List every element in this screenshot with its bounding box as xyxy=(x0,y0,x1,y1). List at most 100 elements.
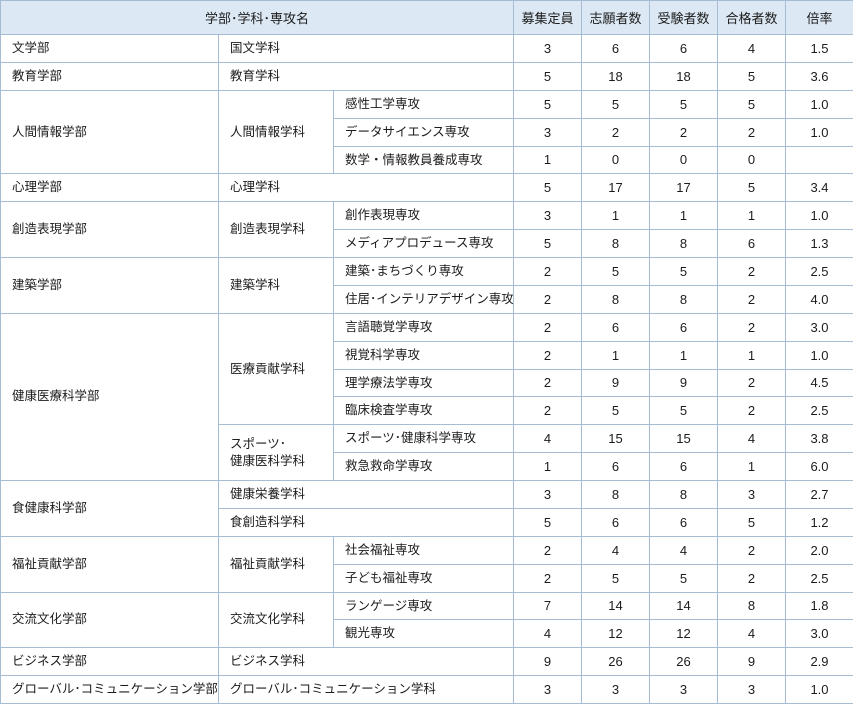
table-row: グローバル･コミュニケーション学部 グローバル･コミュニケーション学科 3 3 3 3 1.… xyxy=(0,675,853,704)
table-row: 観光専攻 4 12 12 4 3.0 xyxy=(1,619,853,649)
stat-cell: 4.5 xyxy=(785,368,853,398)
table-row: 食健康科学部 健康栄養学科 3 8 8 3 2.7 xyxy=(0,480,853,537)
major-cell: ランゲージ専攻 xyxy=(333,591,514,621)
major-cell: 住居･インテリアデザイン専攻 xyxy=(333,284,514,314)
stat-cell: 12 xyxy=(581,619,650,649)
table-row: 救急救命学専攻 1 6 6 1 6.0 xyxy=(1,452,853,481)
stat-cell: 2 xyxy=(513,312,582,342)
stat-cell: 3.8 xyxy=(785,424,853,454)
stat-cell: 3.4 xyxy=(785,173,853,203)
department-cell: ビジネス学科 xyxy=(218,647,514,677)
stat-cell: 4 xyxy=(513,619,582,649)
department-cell: スポーツ･ 健康医科学科 xyxy=(218,424,334,481)
stat-cell: 6 xyxy=(649,507,718,537)
stat-cell: 2 xyxy=(717,368,786,398)
table-row: ビジネス学部 ビジネス学科 9 26 26 9 2.9 xyxy=(0,647,853,677)
major-cell: メディアプロデュース専攻 xyxy=(333,229,514,258)
stat-cell: 18 xyxy=(581,61,650,91)
stat-cell: 6 xyxy=(649,312,718,342)
stat-cell: 17 xyxy=(649,173,718,203)
stat-cell: 2 xyxy=(717,257,786,286)
table-row: 文学部 国文学科 3 6 6 4 1.5 xyxy=(0,34,853,63)
stat-cell: 1.2 xyxy=(785,507,853,537)
stat-cell xyxy=(785,145,853,175)
department-cell: 人間情報学科 xyxy=(218,89,334,175)
stat-cell: 1 xyxy=(513,452,582,481)
stat-cell: 0 xyxy=(581,145,650,175)
stat-cell: 3 xyxy=(717,675,786,704)
faculty-cell: 福祉貢献学部 xyxy=(0,535,219,593)
stat-cell: 4.0 xyxy=(785,284,853,314)
stat-cell: 8 xyxy=(649,229,718,258)
department-cell: 教育学科 xyxy=(218,61,514,91)
stat-cell: 26 xyxy=(581,647,650,677)
department-cell: 福祉貢献学科 xyxy=(218,535,334,593)
stat-cell: 5 xyxy=(513,89,582,119)
stat-cell: 2 xyxy=(581,117,650,147)
major-cell: 救急救命学専攻 xyxy=(333,452,514,481)
department-cell: 建築学科 xyxy=(218,257,334,314)
stat-cell: 2 xyxy=(717,312,786,342)
stat-cell: 2.7 xyxy=(785,480,853,509)
stat-cell: 0 xyxy=(649,145,718,175)
stat-cell: 3.0 xyxy=(785,312,853,342)
stat-cell: 5 xyxy=(581,396,650,426)
stat-cell: 1 xyxy=(581,340,650,370)
major-cell: 社会福祉専攻 xyxy=(333,535,514,565)
stat-cell: 3 xyxy=(513,480,582,509)
stat-cell: 1 xyxy=(649,201,718,231)
stat-cell: 5 xyxy=(717,173,786,203)
major-cell: スポーツ･健康科学専攻 xyxy=(333,424,514,454)
stat-cell: 8 xyxy=(649,480,718,509)
faculty-cell: 交流文化学部 xyxy=(0,591,219,649)
faculty-cell: 創造表現学部 xyxy=(0,201,219,258)
stat-cell: 2 xyxy=(513,563,582,593)
stat-cell: 1 xyxy=(513,145,582,175)
stat-cell: 8 xyxy=(717,591,786,621)
stat-cell: 4 xyxy=(649,535,718,565)
stat-cell: 6 xyxy=(581,34,650,63)
table-header-row: 学部･学科･専攻名 募集定員 志願者数 受験者数 合格者数 倍率 xyxy=(0,0,853,35)
stat-cell: 5 xyxy=(717,507,786,537)
stat-cell: 5 xyxy=(581,89,650,119)
header-capacity-column: 募集定員 xyxy=(513,0,582,35)
stat-cell: 9 xyxy=(581,368,650,398)
header-examinees-column: 受験者数 xyxy=(649,0,718,35)
stat-cell: 9 xyxy=(513,647,582,677)
stat-cell: 2 xyxy=(513,284,582,314)
stat-cell: 4 xyxy=(513,424,582,454)
table-body: 文学部 国文学科 3 6 6 4 1.5 教育学部 教育学科 5 18 18 5 3.6 人間情報学部 人間情… xyxy=(0,34,853,704)
stat-cell: 1 xyxy=(581,201,650,231)
stat-cell: 1.0 xyxy=(785,201,853,231)
stat-cell: 5 xyxy=(649,257,718,286)
faculty-cell: 健康医療科学部 xyxy=(0,312,219,482)
stat-cell: 1.0 xyxy=(785,89,853,119)
stat-cell: 5 xyxy=(649,563,718,593)
stat-cell: 1 xyxy=(717,201,786,231)
stat-cell: 6 xyxy=(717,229,786,258)
stat-cell: 6 xyxy=(649,34,718,63)
stat-cell: 5 xyxy=(717,61,786,91)
stat-cell: 9 xyxy=(649,368,718,398)
stat-cell: 2 xyxy=(649,117,718,147)
stat-cell: 0 xyxy=(717,145,786,175)
major-cell: 観光専攻 xyxy=(333,619,514,649)
table-row: 人間情報学部 人間情報学科 感性工学専攻 5 5 5 5 1.0 xyxy=(0,89,853,175)
table-row: 視覚科学専攻 2 1 1 1 1.0 xyxy=(1,340,853,370)
stat-cell: 3 xyxy=(513,675,582,704)
stat-cell: 4 xyxy=(717,619,786,649)
stat-cell: 6 xyxy=(581,312,650,342)
stat-cell: 2 xyxy=(717,396,786,426)
stat-cell: 3 xyxy=(513,34,582,63)
stat-cell: 2.0 xyxy=(785,535,853,565)
stat-cell: 6 xyxy=(581,452,650,481)
stat-cell: 3.6 xyxy=(785,61,853,91)
table-row: 創造表現学部 創造表現学科 創作表現専攻 3 1 1 1 1.0 xyxy=(0,201,853,258)
faculty-cell: ビジネス学部 xyxy=(0,647,219,677)
stat-cell: 2 xyxy=(717,117,786,147)
stat-cell: 6 xyxy=(649,452,718,481)
stat-cell: 15 xyxy=(581,424,650,454)
stat-cell: 5 xyxy=(581,563,650,593)
